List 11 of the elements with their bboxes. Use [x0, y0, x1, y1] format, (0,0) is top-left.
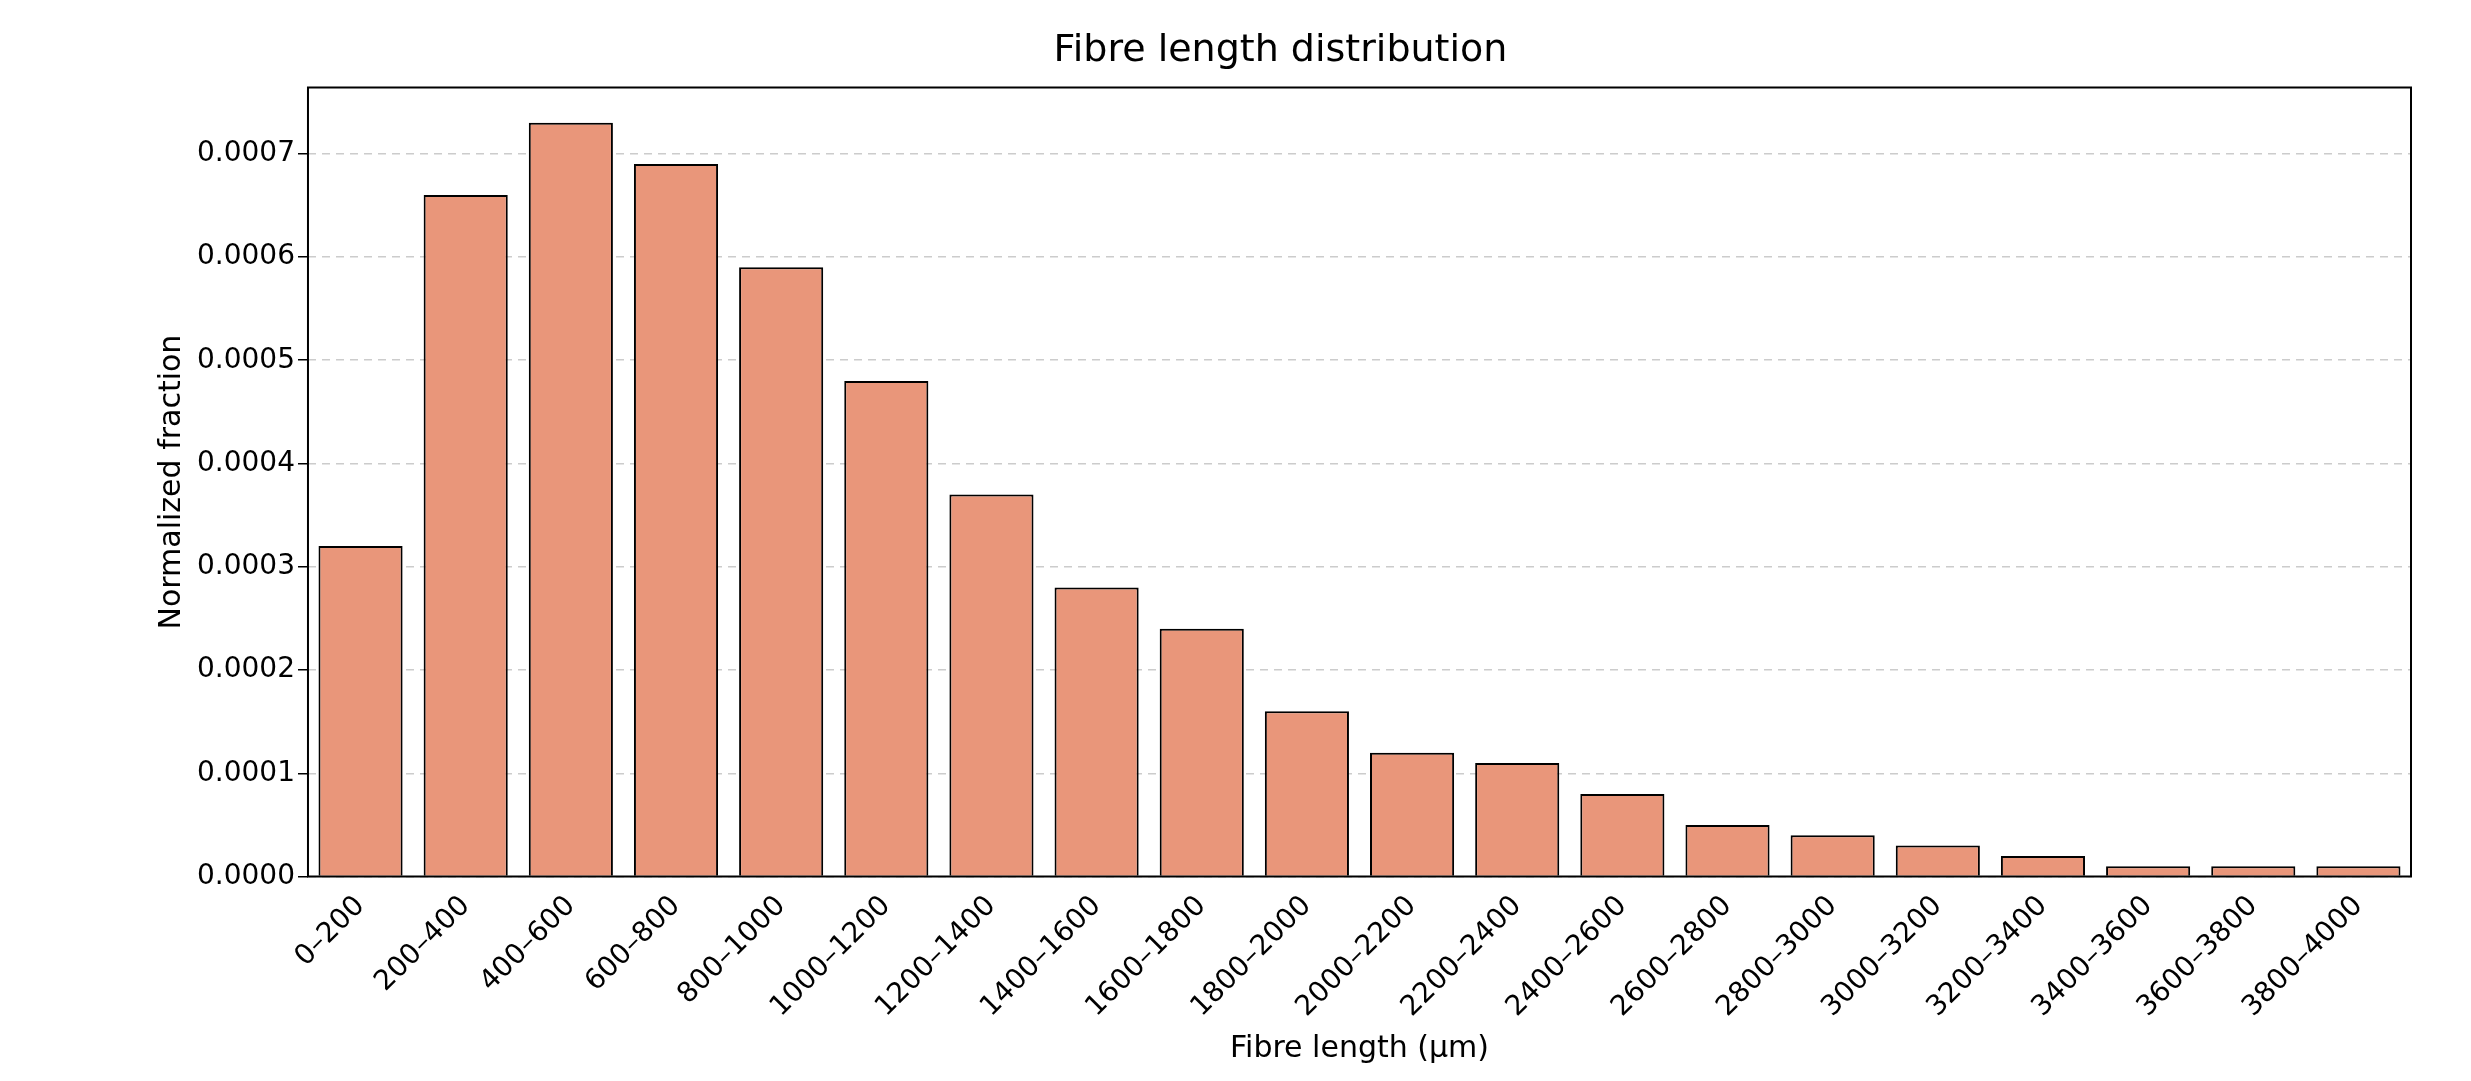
- x-axis-title: Fibre length (µm): [1229, 1028, 1489, 1064]
- y-tick-label: 0.0002: [196, 651, 295, 685]
- y-tick-label: 0.0007: [196, 134, 295, 168]
- y-axis-title: Normalized fraction: [151, 334, 187, 630]
- y-tick-label: 0.0000: [196, 857, 295, 891]
- y-tick-label: 0.0004: [196, 444, 295, 478]
- y-tick-label: 0.0001: [196, 754, 295, 788]
- chart-title: Fibre length distribution: [1053, 25, 1508, 70]
- y-tick-label: 0.0003: [196, 548, 295, 582]
- y-tick-label: 0.0005: [196, 341, 295, 375]
- y-tick-label: 0.0006: [196, 238, 295, 272]
